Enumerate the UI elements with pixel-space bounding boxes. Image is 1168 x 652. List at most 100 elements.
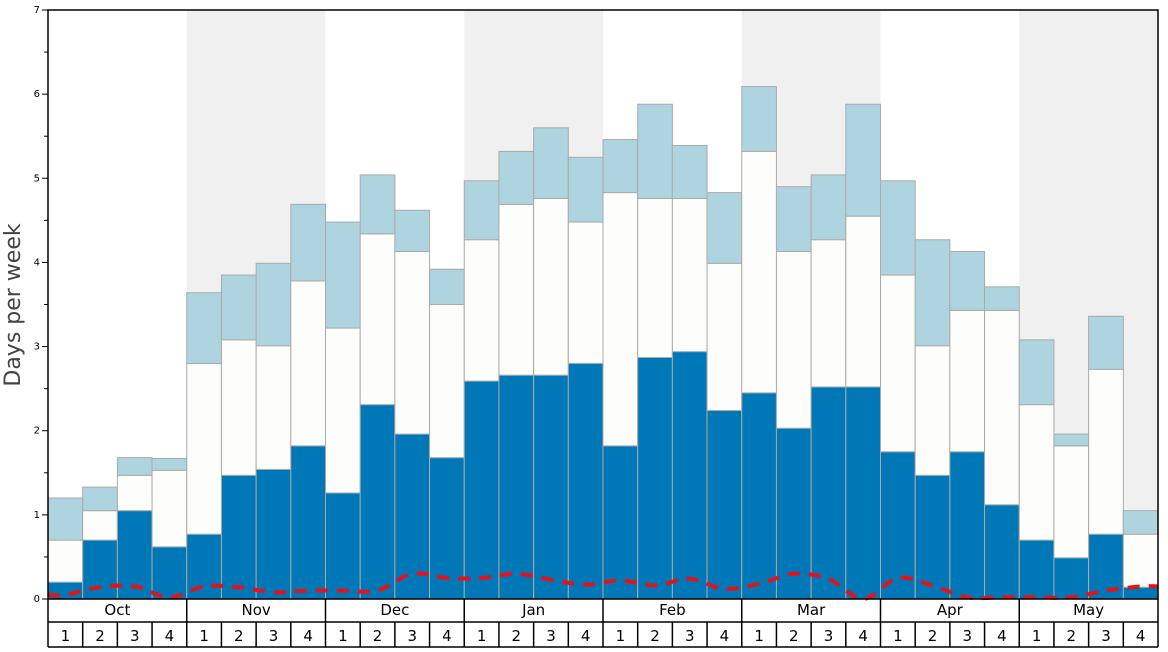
bar-mar-2-s1 xyxy=(775,427,812,600)
bar-apr-4-s1 xyxy=(984,504,1020,600)
bar-nov-3-s1 xyxy=(255,468,292,600)
week-label-nov-1: 1 xyxy=(199,627,209,645)
bar-nov-1-s2 xyxy=(186,362,222,535)
y-tick-label-3: 3 xyxy=(34,342,40,353)
week-label-dec-4: 4 xyxy=(442,627,452,645)
week-label-apr-1: 1 xyxy=(893,627,903,645)
month-label-mar: Mar xyxy=(797,601,826,619)
bar-mar-4-s2 xyxy=(845,215,881,388)
week-label-nov-2: 2 xyxy=(234,627,244,645)
week-label-oct-1: 1 xyxy=(61,627,71,645)
bar-jan-3-s3 xyxy=(533,127,569,199)
bars xyxy=(47,86,1159,600)
bar-nov-3-s3 xyxy=(255,262,292,347)
bar-may-1-s2 xyxy=(1018,404,1055,541)
y-tick-label-1: 1 xyxy=(34,510,40,521)
bar-may-4-s3 xyxy=(1122,510,1159,535)
week-label-apr-4: 4 xyxy=(997,627,1007,645)
week-label-dec-3: 3 xyxy=(407,627,417,645)
bar-feb-2-s3 xyxy=(637,103,673,199)
bar-oct-1-s3 xyxy=(47,497,84,541)
week-label-dec-2: 2 xyxy=(373,627,383,645)
bar-dec-2-s2 xyxy=(359,233,396,406)
week-label-dec-1: 1 xyxy=(338,627,348,645)
bar-nov-4-s1 xyxy=(290,445,326,600)
bar-may-4-s2 xyxy=(1122,533,1159,588)
bar-dec-3-s3 xyxy=(394,209,431,252)
bar-dec-1-s1 xyxy=(325,492,361,600)
bar-apr-2-s2 xyxy=(914,345,951,476)
bar-dec-3-s1 xyxy=(394,433,431,600)
bar-nov-2-s1 xyxy=(220,474,257,600)
bar-mar-3-s3 xyxy=(810,174,847,241)
bar-may-3-s2 xyxy=(1088,368,1124,535)
bar-jan-2-s2 xyxy=(498,203,535,376)
bar-feb-4-s3 xyxy=(706,192,743,264)
bar-apr-1-s3 xyxy=(880,180,916,276)
bar-oct-4-s1 xyxy=(151,546,188,600)
week-label-feb-4: 4 xyxy=(720,627,730,645)
bar-dec-2-s1 xyxy=(359,404,396,600)
bar-mar-1-s1 xyxy=(741,392,777,600)
week-label-mar-2: 2 xyxy=(789,627,799,645)
bar-nov-1-s3 xyxy=(186,292,222,364)
bar-jan-4-s1 xyxy=(567,362,604,600)
bar-apr-4-s2 xyxy=(984,309,1020,506)
bar-jan-3-s1 xyxy=(533,374,569,600)
week-label-nov-3: 3 xyxy=(269,627,279,645)
bar-mar-1-s3 xyxy=(741,86,777,152)
bar-mar-2-s3 xyxy=(775,186,812,252)
bar-apr-3-s3 xyxy=(949,250,986,311)
bar-mar-2-s2 xyxy=(775,250,812,429)
bar-dec-3-s2 xyxy=(394,250,431,435)
week-label-mar-1: 1 xyxy=(754,627,764,645)
bar-apr-2-s3 xyxy=(914,239,951,347)
bar-feb-1-s1 xyxy=(602,445,639,600)
bar-jan-1-s1 xyxy=(463,380,500,600)
bar-apr-3-s2 xyxy=(949,309,986,453)
week-label-oct-4: 4 xyxy=(165,627,175,645)
week-label-jan-3: 3 xyxy=(546,627,556,645)
week-label-apr-2: 2 xyxy=(928,627,938,645)
bar-nov-2-s3 xyxy=(220,274,257,341)
week-label-nov-4: 4 xyxy=(303,627,313,645)
y-axis: 0 1 2 3 4 5 6 7 xyxy=(34,5,48,605)
bar-may-1-s1 xyxy=(1018,539,1055,600)
week-label-may-1: 1 xyxy=(1032,627,1042,645)
bar-apr-2-s1 xyxy=(914,474,951,600)
bar-dec-4-s3 xyxy=(429,268,465,306)
bar-jan-2-s1 xyxy=(498,374,535,600)
bar-dec-4-s2 xyxy=(429,304,465,459)
bar-mar-4-s1 xyxy=(845,386,881,600)
bar-jan-1-s2 xyxy=(463,239,500,382)
bar-feb-1-s2 xyxy=(602,192,639,447)
bar-nov-4-s2 xyxy=(290,280,326,447)
bar-oct-4-s2 xyxy=(151,469,188,548)
y-tick-label-4: 4 xyxy=(34,257,40,268)
bar-may-2-s1 xyxy=(1053,557,1090,600)
bar-mar-1-s2 xyxy=(741,150,777,394)
week-label-mar-3: 3 xyxy=(824,627,834,645)
y-axis-label: Days per week xyxy=(1,223,26,386)
bar-apr-1-s2 xyxy=(880,274,916,453)
bar-jan-2-s3 xyxy=(498,150,535,205)
week-label-feb-1: 1 xyxy=(616,627,626,645)
bar-jan-3-s2 xyxy=(533,197,569,376)
week-label-mar-4: 4 xyxy=(858,627,868,645)
bar-nov-3-s2 xyxy=(255,345,292,470)
bar-oct-1-s2 xyxy=(47,539,84,583)
week-label-oct-3: 3 xyxy=(130,627,140,645)
bar-feb-3-s2 xyxy=(671,197,708,353)
week-label-apr-3: 3 xyxy=(962,627,972,645)
month-label-jan: Jan xyxy=(521,601,545,619)
bar-feb-3-s1 xyxy=(671,351,708,600)
bar-nov-4-s3 xyxy=(290,203,326,282)
week-label-may-4: 4 xyxy=(1136,627,1146,645)
bar-feb-3-s3 xyxy=(671,144,708,199)
bar-mar-3-s2 xyxy=(810,239,847,388)
bar-jan-4-s2 xyxy=(567,221,604,364)
bar-feb-2-s1 xyxy=(637,357,673,600)
bar-dec-1-s3 xyxy=(325,221,361,329)
bar-mar-4-s3 xyxy=(845,103,881,217)
bar-oct-2-s3 xyxy=(82,486,118,512)
